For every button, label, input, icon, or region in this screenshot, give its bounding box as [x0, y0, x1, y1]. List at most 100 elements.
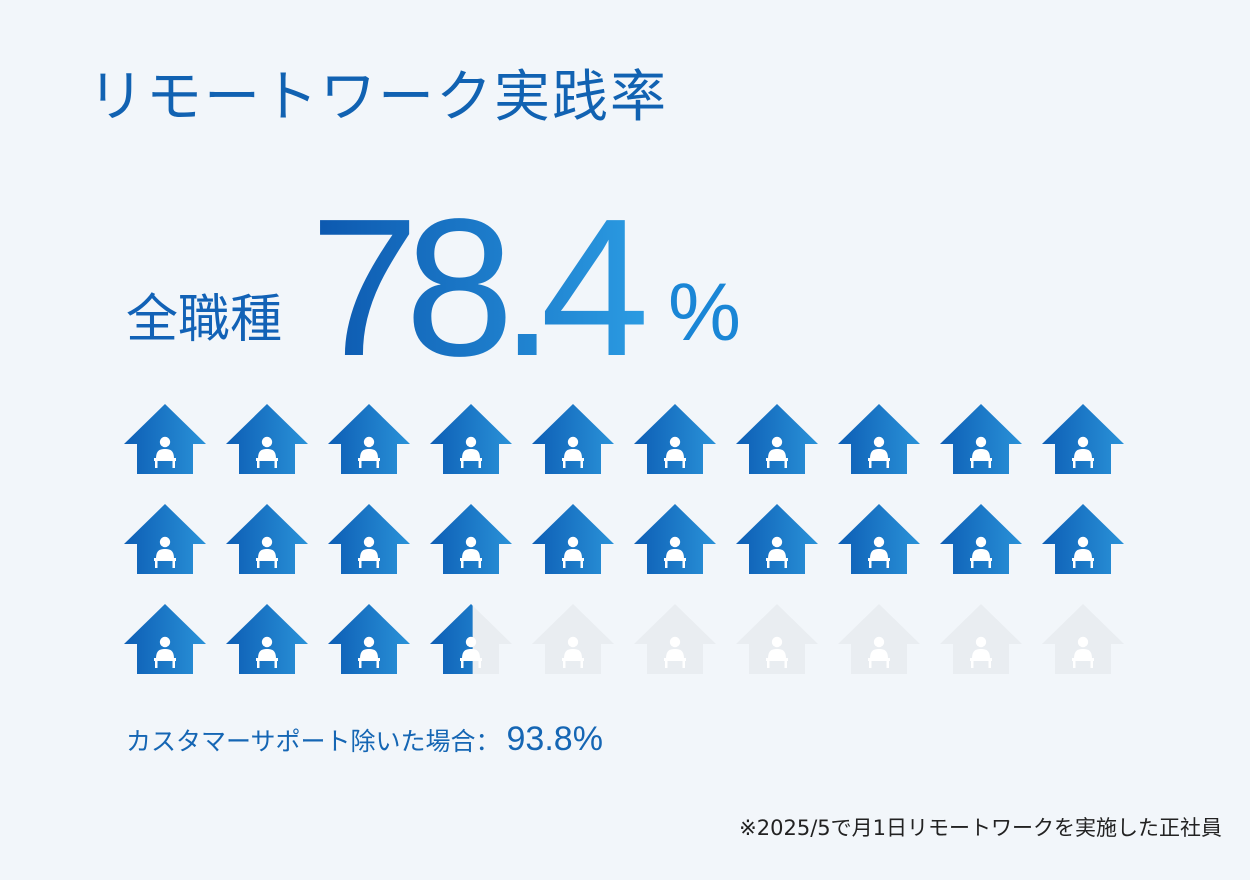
- desk: [766, 458, 788, 461]
- person-body: [156, 449, 174, 459]
- desk-leg: [257, 560, 260, 568]
- person-head: [1077, 436, 1089, 448]
- person-head: [669, 636, 681, 648]
- house-person-icon: [940, 504, 1022, 574]
- desk-leg: [155, 660, 158, 668]
- desk-leg: [563, 660, 566, 668]
- house-person-icon: [124, 404, 206, 474]
- house-person-icon: [532, 404, 614, 474]
- person-body: [768, 449, 786, 459]
- desk-leg: [682, 660, 685, 668]
- desk-leg: [376, 660, 379, 668]
- person-body: [258, 449, 276, 459]
- footnote: ※2025/5で月1日リモートワークを実施した正社員: [739, 816, 1222, 840]
- desk-leg: [1073, 460, 1076, 468]
- person-body: [564, 649, 582, 659]
- person-head: [975, 636, 987, 648]
- desk-leg: [274, 660, 277, 668]
- desk-leg: [886, 560, 889, 568]
- desk: [256, 458, 278, 461]
- desk: [154, 558, 176, 561]
- house-person-icon: [736, 404, 818, 474]
- house-person-icon: [838, 504, 920, 574]
- house-person-icon: [940, 404, 1022, 474]
- person-head: [363, 436, 375, 448]
- desk-leg: [784, 460, 787, 468]
- person-body: [564, 449, 582, 459]
- person-body: [666, 649, 684, 659]
- person-body: [972, 649, 990, 659]
- desk-leg: [155, 560, 158, 568]
- desk-leg: [257, 660, 260, 668]
- person-body: [564, 549, 582, 559]
- person-body: [972, 549, 990, 559]
- page-title: リモートワーク実践率: [88, 65, 668, 130]
- desk-leg: [1090, 560, 1093, 568]
- person-body: [462, 449, 480, 459]
- desk: [868, 458, 890, 461]
- desk-leg: [563, 560, 566, 568]
- desk-leg: [359, 660, 362, 668]
- house-person-icon: [226, 404, 308, 474]
- person-body: [360, 549, 378, 559]
- desk: [256, 558, 278, 561]
- person-body: [768, 649, 786, 659]
- person-body: [870, 449, 888, 459]
- desk-leg: [274, 460, 277, 468]
- person-body: [870, 549, 888, 559]
- desk-leg: [172, 560, 175, 568]
- desk: [358, 458, 380, 461]
- person-head: [465, 536, 477, 548]
- house-person-icon: [328, 504, 410, 574]
- person-body: [1074, 449, 1092, 459]
- person-head: [567, 436, 579, 448]
- person-head: [261, 636, 273, 648]
- desk: [868, 658, 890, 661]
- desk: [460, 458, 482, 461]
- house-person-icon: [124, 504, 206, 574]
- desk-leg: [665, 460, 668, 468]
- headline-number-text: 78.4: [310, 200, 644, 365]
- desk: [358, 558, 380, 561]
- desk-leg: [988, 660, 991, 668]
- desk-leg: [665, 560, 668, 568]
- desk-leg: [869, 660, 872, 668]
- person-head: [975, 536, 987, 548]
- house-person-icon: [1042, 504, 1124, 574]
- desk-leg: [869, 460, 872, 468]
- person-head: [567, 536, 579, 548]
- desk: [664, 558, 686, 561]
- house-person-icon: [532, 604, 614, 674]
- desk-leg: [988, 460, 991, 468]
- desk-leg: [971, 560, 974, 568]
- person-head: [771, 536, 783, 548]
- person-body: [666, 449, 684, 459]
- desk-leg: [478, 660, 481, 668]
- person-head: [261, 536, 273, 548]
- desk: [358, 658, 380, 661]
- desk: [562, 658, 584, 661]
- desk-leg: [461, 460, 464, 468]
- desk-leg: [155, 460, 158, 468]
- person-body: [360, 449, 378, 459]
- desk-leg: [784, 660, 787, 668]
- person-body: [258, 649, 276, 659]
- person-body: [462, 649, 480, 659]
- person-body: [1074, 649, 1092, 659]
- desk-leg: [971, 660, 974, 668]
- desk-leg: [461, 660, 464, 668]
- desk: [664, 658, 686, 661]
- note-value: 93.8%: [506, 720, 603, 758]
- person-head: [159, 436, 171, 448]
- house-person-icon: [226, 604, 308, 674]
- house-filled-shape: [430, 604, 473, 674]
- person-head: [159, 536, 171, 548]
- person-head: [669, 536, 681, 548]
- desk-leg: [376, 560, 379, 568]
- house-person-icon: [226, 504, 308, 574]
- note-label: カスタマーサポート除いた場合：: [126, 727, 501, 756]
- house-person-icon: [634, 404, 716, 474]
- headline-unit: %: [668, 267, 741, 358]
- desk-leg: [767, 460, 770, 468]
- desk-leg: [563, 460, 566, 468]
